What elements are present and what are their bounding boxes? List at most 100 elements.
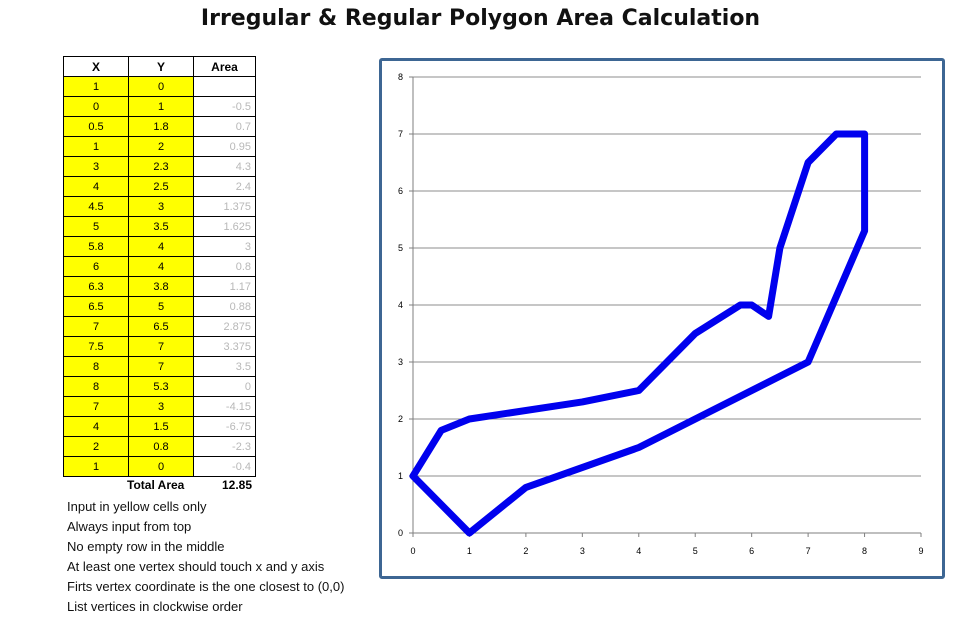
area-cell: 2.4 [193,176,256,197]
x-input-cell[interactable]: 3 [63,156,129,177]
y-input-cell[interactable]: 3.8 [128,276,194,297]
y-input-cell[interactable]: 0.8 [128,436,194,457]
y-tick-label: 8 [398,72,403,82]
x-input-cell[interactable]: 6 [63,256,129,277]
x-input-cell[interactable]: 0.5 [63,116,129,137]
table-row: 0.5 1.8 0.7 [63,116,256,137]
y-input-cell[interactable]: 6.5 [128,316,194,337]
vertex-table: X Y Area 1 0 0 1 -0.5 0.5 1.8 0.7 1 2 0.95 3 2.3 4.3 4… [63,56,256,477]
y-tick-label: 4 [398,300,403,310]
y-input-cell[interactable]: 3 [128,396,194,417]
polygon-chart: 0 1 2 3 4 5 6 7 8 0 1 2 3 4 5 6 7 8 9 [398,72,924,556]
y-input-cell[interactable]: 0 [128,456,194,477]
header-area: Area [193,56,256,77]
polygon-series-line [409,130,869,537]
y-tick-label: 7 [398,129,403,139]
y-input-cell[interactable]: 7 [128,356,194,377]
y-tick-label: 6 [398,186,403,196]
total-area-label: Total Area [127,478,185,492]
area-cell: 1.17 [193,276,256,297]
table-row: 1 0 -0.4 [63,456,256,477]
area-cell: 3.5 [193,356,256,377]
x-input-cell[interactable]: 1 [63,76,129,97]
area-cell: 0.95 [193,136,256,157]
x-input-cell[interactable]: 1 [63,456,129,477]
table-row: 7 6.5 2.875 [63,316,256,337]
x-input-cell[interactable]: 6.3 [63,276,129,297]
y-input-cell[interactable]: 5 [128,296,194,317]
x-input-cell[interactable]: 2 [63,436,129,457]
x-input-cell[interactable]: 7 [63,316,129,337]
x-tick-label: 7 [806,546,811,556]
x-input-cell[interactable]: 4 [63,176,129,197]
instructions: Input in yellow cells only Always input … [67,497,344,617]
x-tick-label: 1 [467,546,472,556]
y-input-cell[interactable]: 4 [128,236,194,257]
x-tick-label: 9 [918,546,923,556]
table-row: 8 7 3.5 [63,356,256,377]
y-input-cell[interactable]: 5.3 [128,376,194,397]
axes: 0 1 2 3 4 5 6 7 8 0 1 2 3 4 5 6 7 8 9 [398,72,924,556]
x-input-cell[interactable]: 0 [63,96,129,117]
area-cell: 3 [193,236,256,257]
area-cell: -4.15 [193,396,256,417]
y-tick-label: 1 [398,471,403,481]
table-row: 2 0.8 -2.3 [63,436,256,457]
table-row: 5 3.5 1.625 [63,216,256,237]
x-input-cell[interactable]: 8 [63,376,129,397]
y-tick-label: 3 [398,357,403,367]
note: Always input from top [67,519,192,534]
table-row: 8 5.3 0 [63,376,256,397]
x-tick-label: 8 [862,546,867,556]
y-input-cell[interactable]: 1.8 [128,116,194,137]
x-tick-label: 3 [580,546,585,556]
y-input-cell[interactable]: 3 [128,196,194,217]
y-input-cell[interactable]: 2 [128,136,194,157]
table-row: 7 3 -4.15 [63,396,256,417]
area-cell: 1.375 [193,196,256,217]
table-row: 4.5 3 1.375 [63,196,256,217]
x-tick-label: 6 [749,546,754,556]
x-input-cell[interactable]: 8 [63,356,129,377]
total-area-value: 12.85 [222,478,253,492]
area-cell: 0 [193,376,256,397]
x-input-cell[interactable]: 6.5 [63,296,129,317]
area-cell: 0.8 [193,256,256,277]
y-tick-label: 0 [398,528,403,538]
table-row: 6 4 0.8 [63,256,256,277]
y-tick-label: 2 [398,414,403,424]
area-cell: -0.5 [193,96,256,117]
x-input-cell[interactable]: 5 [63,216,129,237]
note: At least one vertex should touch x and y… [67,559,325,574]
x-input-cell[interactable]: 7.5 [63,336,129,357]
note: List vertices in clockwise order [67,599,243,614]
table-row: 7.5 7 3.375 [63,336,256,357]
y-input-cell[interactable]: 3.5 [128,216,194,237]
table-header-row: X Y Area [63,56,256,77]
x-input-cell[interactable]: 7 [63,396,129,417]
y-input-cell[interactable]: 4 [128,256,194,277]
table-row: 6.5 5 0.88 [63,296,256,317]
x-tick-label: 5 [693,546,698,556]
y-input-cell[interactable]: 1 [128,96,194,117]
note: Input in yellow cells only [67,499,207,514]
area-cell: 1.625 [193,216,256,237]
x-input-cell[interactable]: 1 [63,136,129,157]
y-input-cell[interactable]: 1.5 [128,416,194,437]
header-x: X [63,56,129,77]
y-input-cell[interactable]: 7 [128,336,194,357]
table-row: 3 2.3 4.3 [63,156,256,177]
chart-frame[interactable]: 0 1 2 3 4 5 6 7 8 0 1 2 3 4 5 6 7 8 9 [379,58,945,579]
x-input-cell[interactable]: 5.8 [63,236,129,257]
table-row: 4 2.5 2.4 [63,176,256,197]
area-cell [193,76,256,97]
y-input-cell[interactable]: 2.3 [128,156,194,177]
area-cell: -6.75 [193,416,256,437]
y-input-cell[interactable]: 2.5 [128,176,194,197]
header-y: Y [128,56,194,77]
x-input-cell[interactable]: 4 [63,416,129,437]
x-tick-label: 0 [410,546,415,556]
area-cell: -2.3 [193,436,256,457]
x-input-cell[interactable]: 4.5 [63,196,129,217]
y-input-cell[interactable]: 0 [128,76,194,97]
